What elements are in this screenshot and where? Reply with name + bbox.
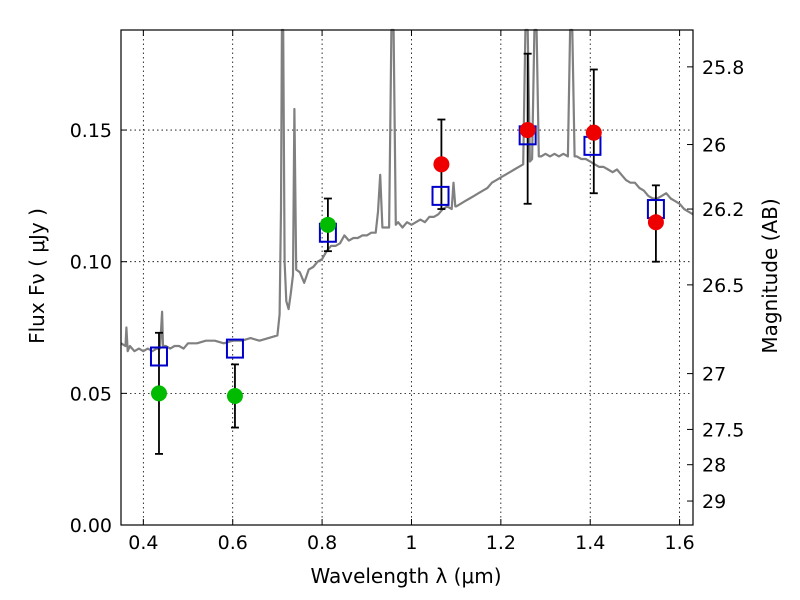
y2-tick-label: 27.5 <box>702 419 744 441</box>
y2-tick-label: 27 <box>702 364 726 386</box>
y-tick-label: 0.15 <box>70 120 112 142</box>
plot-frame <box>120 29 694 526</box>
x-axis-ticks: 0.4 0.6 0.8 1 1.2 1.4 1.6 <box>128 30 695 554</box>
red-data-point <box>433 156 450 173</box>
y2-tick-label: 26.5 <box>702 275 744 297</box>
y2-tick-label: 26.2 <box>702 199 744 221</box>
y-tick-label: 0.05 <box>70 383 112 405</box>
photometry-series <box>150 122 664 404</box>
model-box-series <box>149 125 665 367</box>
y-tick-label: 0.10 <box>70 252 112 274</box>
y-tick-label: 0.00 <box>70 515 112 537</box>
y2-tick-label: 28 <box>702 455 726 477</box>
green-data-point <box>226 387 243 404</box>
x-tick-label: 0.8 <box>307 532 337 554</box>
grid-lines <box>121 30 693 526</box>
model-box-marker <box>225 338 244 359</box>
red-data-point <box>647 214 664 231</box>
spectrum-series <box>120 28 694 353</box>
red-data-point <box>519 122 536 139</box>
red-data-point <box>585 124 602 141</box>
y2-axis-label: Magnitude (AB) <box>758 198 782 353</box>
x-tick-label: 1.6 <box>664 532 694 554</box>
spectrum-line <box>120 28 694 353</box>
x-tick-label: 0.6 <box>218 532 248 554</box>
x-tick-label: 0.4 <box>128 532 158 554</box>
green-data-point <box>319 216 336 233</box>
model-box-marker <box>431 185 450 206</box>
model-box-marker <box>149 346 168 367</box>
x-tick-label: 1.4 <box>575 532 605 554</box>
y2-tick-label: 29 <box>702 491 726 513</box>
y2-axis-ticks: 25.8 26 26.2 26.5 27 27.5 28 29 <box>687 57 744 513</box>
y-axis-label: Flux Fν ( μJy ) <box>25 208 49 344</box>
x-tick-label: 1 <box>405 532 417 554</box>
x-axis-label: Wavelength λ (μm) <box>310 564 501 588</box>
x-tick-label: 1.2 <box>486 532 516 554</box>
y2-tick-label: 26 <box>702 135 726 157</box>
green-data-point <box>150 385 167 402</box>
y-axis-ticks: 0.00 0.05 0.10 0.15 <box>70 120 127 537</box>
y2-tick-label: 25.8 <box>702 57 744 79</box>
